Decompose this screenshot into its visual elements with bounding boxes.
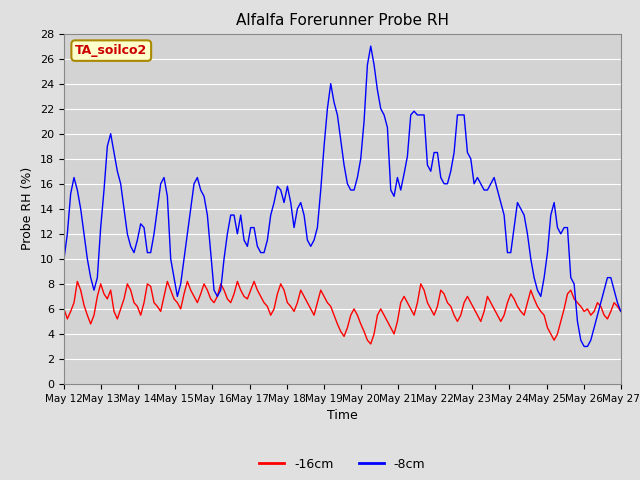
-8cm [160, 175, 168, 180]
-8cm [60, 256, 68, 262]
-16cm [223, 296, 231, 302]
-16cm [74, 278, 81, 284]
-16cm [60, 306, 68, 312]
-8cm [380, 112, 388, 118]
Title: Alfalfa Forerunner Probe RH: Alfalfa Forerunner Probe RH [236, 13, 449, 28]
Line: -16cm: -16cm [64, 281, 621, 344]
-8cm [617, 309, 625, 314]
-16cm [394, 319, 401, 324]
-16cm [383, 319, 391, 324]
Line: -8cm: -8cm [64, 46, 621, 347]
-16cm [367, 341, 374, 347]
-8cm [250, 225, 258, 230]
X-axis label: Time: Time [327, 409, 358, 422]
Text: TA_soilco2: TA_soilco2 [75, 44, 147, 57]
-8cm [367, 43, 374, 49]
-16cm [163, 278, 171, 284]
-16cm [510, 296, 518, 302]
-16cm [253, 287, 261, 293]
-8cm [507, 250, 515, 255]
-16cm [617, 309, 625, 314]
-8cm [390, 193, 398, 199]
-8cm [220, 256, 228, 262]
Y-axis label: Probe RH (%): Probe RH (%) [22, 167, 35, 251]
-8cm [580, 344, 588, 349]
Legend: -16cm, -8cm: -16cm, -8cm [254, 453, 430, 476]
